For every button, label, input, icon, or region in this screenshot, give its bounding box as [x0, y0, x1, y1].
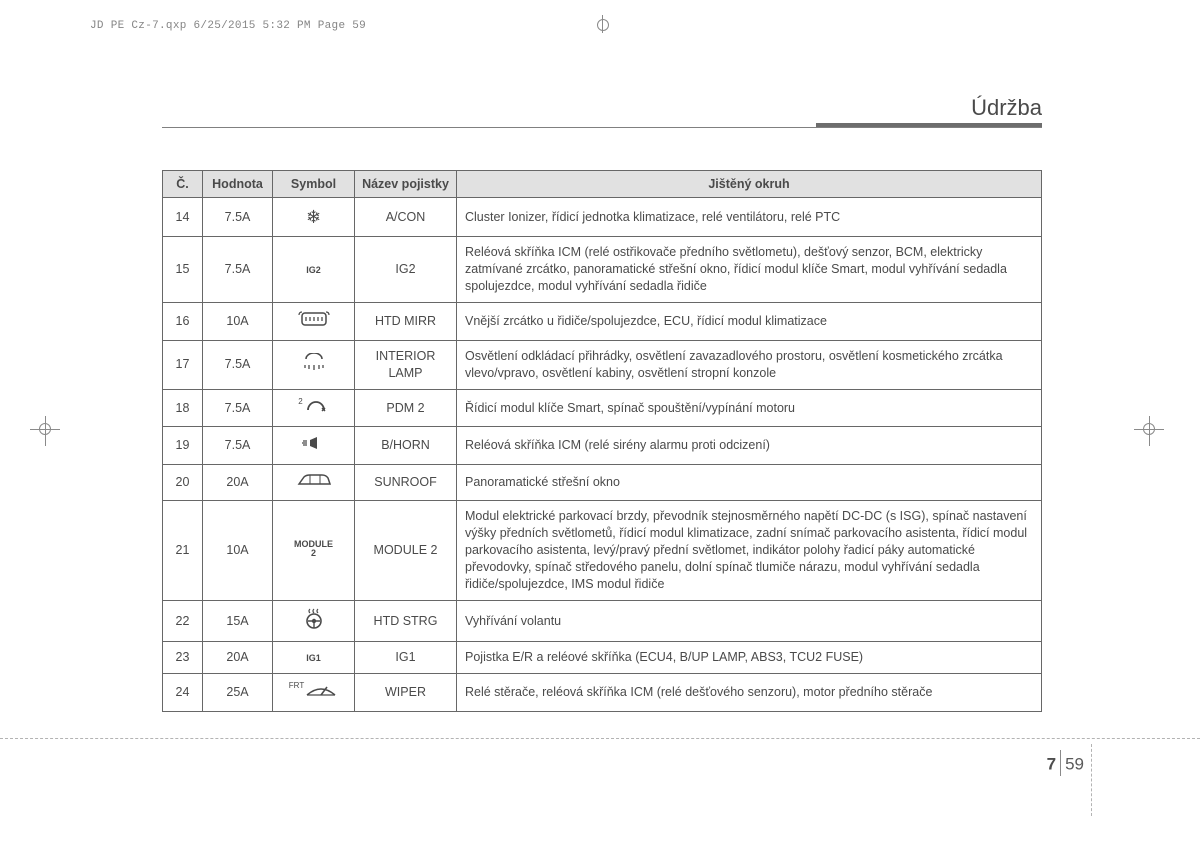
symbol-text: IG2 [306, 266, 321, 275]
registration-mark-top [596, 17, 610, 31]
table-row: 2425A FRT WIPERRelé stěrače, reléová skříň… [163, 674, 1042, 712]
cell-fuse-name: WIPER [355, 674, 457, 712]
cell-num: 24 [163, 674, 203, 712]
cell-symbol: 2 [273, 389, 355, 427]
cell-circuit: Řídicí modul klíče Smart, spínač spouště… [457, 389, 1042, 427]
cell-num: 22 [163, 600, 203, 642]
cell-fuse-name: PDM 2 [355, 389, 457, 427]
cell-num: 20 [163, 465, 203, 501]
table-row: 2320AIG1IG1Pojistka E/R a reléové skříňk… [163, 642, 1042, 674]
table-row: 197.5A B/HORNReléová skříňka ICM (relé si… [163, 427, 1042, 465]
cell-value: 20A [203, 642, 273, 674]
cell-symbol: MODULE2 [273, 501, 355, 600]
cell-fuse-name: HTD MIRR [355, 302, 457, 340]
cell-fuse-name: MODULE 2 [355, 501, 457, 600]
table-row: 177.5A INTERIOR LAMPOsvětlení odkládací p… [163, 340, 1042, 389]
section-number: 7 [1047, 754, 1056, 773]
symbol-icon [297, 317, 331, 331]
symbol-icon [304, 688, 338, 702]
cell-circuit: Osvětlení odkládací přihrádky, osvětlení… [457, 340, 1042, 389]
cell-circuit: Reléová skříňka ICM (relé ostřikovače př… [457, 237, 1042, 303]
cell-circuit: Reléová skříňka ICM (relé sirény alarmu … [457, 427, 1042, 465]
cell-value: 10A [203, 302, 273, 340]
cell-fuse-name: IG2 [355, 237, 457, 303]
cell-circuit: Vnější zrcátko u řidiče/spolujezdce, ECU… [457, 302, 1042, 340]
cell-value: 7.5A [203, 198, 273, 237]
cell-symbol: IG1 [273, 642, 355, 674]
symbol-icon: ❄ [306, 205, 321, 229]
cell-num: 17 [163, 340, 203, 389]
cell-circuit: Relé stěrače, reléová skříňka ICM (relé … [457, 674, 1042, 712]
cell-symbol [273, 600, 355, 642]
cell-symbol: FRT [273, 674, 355, 712]
cell-value: 7.5A [203, 237, 273, 303]
symbol-text: MODULE2 [294, 540, 333, 559]
th-symbol: Symbol [273, 171, 355, 198]
print-header: JD PE Cz-7.qxp 6/25/2015 5:32 PM Page 59 [90, 20, 366, 32]
title-rule [162, 127, 1042, 128]
cell-circuit: Pojistka E/R a reléové skříňka (ECU4, B/… [457, 642, 1042, 674]
cell-fuse-name: INTERIOR LAMP [355, 340, 457, 389]
fuse-table: Č. Hodnota Symbol Název pojistky Jištěný… [162, 170, 1042, 712]
fold-line [0, 738, 1200, 739]
symbol-icon [303, 404, 329, 418]
cell-symbol [273, 340, 355, 389]
cell-symbol [273, 302, 355, 340]
fold-line-vertical [1091, 744, 1092, 816]
symbol-icon [296, 477, 332, 491]
cell-fuse-name: SUNROOF [355, 465, 457, 501]
cell-num: 15 [163, 237, 203, 303]
cell-value: 15A [203, 600, 273, 642]
cell-fuse-name: IG1 [355, 642, 457, 674]
registration-mark-right [1140, 420, 1160, 440]
page-number-value: 59 [1065, 754, 1084, 773]
cell-circuit: Cluster Ionizer, řídicí jednotka klimati… [457, 198, 1042, 237]
cell-value: 10A [203, 501, 273, 600]
cell-symbol [273, 427, 355, 465]
cell-num: 14 [163, 198, 203, 237]
th-value: Hodnota [203, 171, 273, 198]
cell-num: 18 [163, 389, 203, 427]
cell-num: 21 [163, 501, 203, 600]
table-row: 187.5A2PDM 2Řídicí modul klíče Smart, sp… [163, 389, 1042, 427]
cell-value: 7.5A [203, 427, 273, 465]
cell-value: 7.5A [203, 340, 273, 389]
cell-num: 16 [163, 302, 203, 340]
th-fuse-name: Název pojistky [355, 171, 457, 198]
symbol-text: IG1 [306, 654, 321, 663]
table-header-row: Č. Hodnota Symbol Název pojistky Jištěný… [163, 171, 1042, 198]
cell-symbol [273, 465, 355, 501]
cell-value: 7.5A [203, 389, 273, 427]
symbol-icon [299, 441, 329, 455]
table-row: 2215A HTD STRGVyhřívání volantu [163, 600, 1042, 642]
cell-circuit: Panoramatické střešní okno [457, 465, 1042, 501]
cell-symbol: ❄ [273, 198, 355, 237]
cell-num: 19 [163, 427, 203, 465]
th-num: Č. [163, 171, 203, 198]
symbol-icon [301, 619, 327, 633]
cell-circuit: Vyhřívání volantu [457, 600, 1042, 642]
cell-circuit: Modul elektrické parkovací brzdy, převod… [457, 501, 1042, 600]
table-row: 1610A HTD MIRRVnější zrcátko u řidiče/spo… [163, 302, 1042, 340]
table-row: 2020A SUNROOFPanoramatické střešní okno [163, 465, 1042, 501]
cell-fuse-name: B/HORN [355, 427, 457, 465]
cell-symbol: IG2 [273, 237, 355, 303]
section-title: Údržba [971, 95, 1042, 121]
symbol-sup: FRT [289, 681, 304, 690]
table-row: 157.5AIG2IG2Reléová skříňka ICM (relé os… [163, 237, 1042, 303]
symbol-icon [299, 360, 329, 374]
cell-num: 23 [163, 642, 203, 674]
th-circuit: Jištěný okruh [457, 171, 1042, 198]
page-number: 7 59 [1047, 752, 1084, 778]
cell-fuse-name: HTD STRG [355, 600, 457, 642]
cell-value: 25A [203, 674, 273, 712]
table-row: 2110A MODULE2 MODULE 2Modul elektrické par… [163, 501, 1042, 600]
cell-fuse-name: A/CON [355, 198, 457, 237]
registration-mark-left [36, 420, 56, 440]
cell-value: 20A [203, 465, 273, 501]
table-row: 147.5A ❄ A/CONCluster Ionizer, řídicí jedn… [163, 198, 1042, 237]
